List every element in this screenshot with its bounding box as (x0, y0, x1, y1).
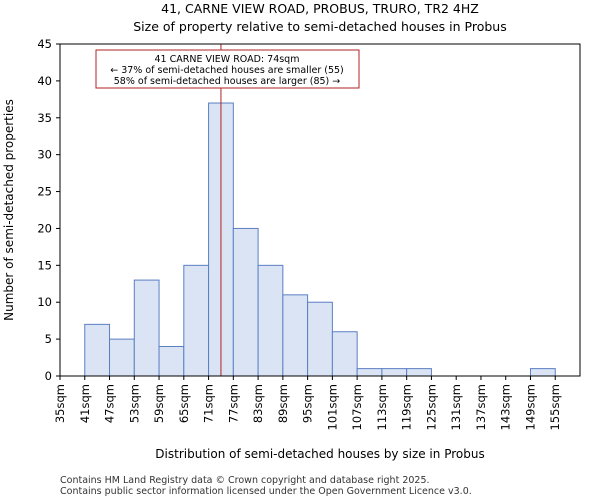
bar-41sqm (84, 323, 111, 377)
annotation-box: 41 CARNE VIEW ROAD: 74sqm ← 37% of semi-… (95, 49, 360, 89)
y-axis: 0 5 10 15 20 25 30 35 40 45 (37, 37, 60, 383)
y-tick-label: 35 (37, 111, 52, 125)
annotation-border (95, 49, 360, 89)
x-tick-label: 113sqm (375, 384, 389, 430)
x-tick-label: 47sqm (103, 384, 117, 423)
bar-113sqm (381, 368, 408, 377)
chart-subtitle: Size of property relative to semi-detach… (133, 19, 506, 34)
y-axis-label: Number of semi-detached properties (2, 99, 16, 321)
x-tick-label: 59sqm (152, 384, 166, 423)
bar-101sqm (331, 331, 358, 377)
y-tick-label: 30 (37, 148, 52, 162)
y-tick-label: 0 (45, 369, 52, 383)
bar-53sqm (133, 279, 160, 377)
annotation-line-3: 58% of semi-detached houses are larger (… (114, 76, 341, 87)
bar-95sqm (307, 301, 333, 377)
bar-149sqm (529, 368, 556, 377)
annotation-line-2: ← 37% of semi-detached houses are smalle… (110, 65, 344, 76)
plot-frame (59, 43, 581, 377)
footer-line-2: Contains public sector information licen… (60, 486, 472, 497)
chart-title: 41, CARNE VIEW ROAD, PROBUS, TRURO, TR2 … (161, 1, 479, 16)
x-tick-label: 131sqm (449, 384, 463, 430)
x-tick-label: 53sqm (127, 384, 141, 423)
y-tick-label: 15 (37, 258, 52, 272)
y-tick-label: 20 (37, 221, 52, 235)
x-tick-label: 137sqm (474, 384, 488, 430)
x-tick-label: 35sqm (53, 384, 67, 423)
x-tick-label: 155sqm (548, 384, 562, 430)
bar-59sqm (158, 345, 185, 377)
y-tick-label: 40 (37, 74, 52, 88)
y-tick-label: 10 (37, 295, 52, 309)
bar-77sqm (232, 227, 259, 377)
x-tick-label: 143sqm (499, 384, 513, 430)
bar-83sqm (257, 264, 284, 377)
x-axis: 35sqm 41sqm 47sqm 53sqm 59sqm 65sqm 71sqm 77sqm… (53, 376, 562, 430)
bar-89sqm (282, 294, 309, 377)
bar-47sqm (109, 338, 135, 377)
x-tick-label: 125sqm (424, 384, 438, 430)
y-tick-label: 45 (37, 37, 52, 51)
x-tick-label: 119sqm (400, 384, 414, 430)
x-tick-label: 77sqm (226, 384, 240, 423)
x-tick-label: 107sqm (350, 384, 364, 430)
bar-119sqm (406, 368, 432, 377)
annotation-line-1: 41 CARNE VIEW ROAD: 74sqm (155, 54, 300, 65)
y-tick-label: 25 (37, 185, 52, 199)
x-tick-label: 89sqm (276, 384, 290, 423)
bars-group (84, 102, 556, 377)
x-tick-label: 95sqm (301, 384, 315, 423)
x-tick-label: 83sqm (251, 384, 265, 423)
x-tick-label: 101sqm (325, 384, 339, 430)
x-tick-label: 41sqm (78, 384, 92, 423)
y-tick-label: 5 (45, 332, 52, 346)
bar-65sqm (183, 264, 210, 377)
x-tick-label: 149sqm (523, 384, 537, 430)
bar-107sqm (356, 368, 383, 377)
x-tick-label: 65sqm (177, 384, 191, 423)
footer-line-1: Contains HM Land Registry data © Crown c… (60, 475, 430, 486)
x-tick-label: 71sqm (202, 384, 216, 423)
x-axis-label: Distribution of semi-detached houses by … (155, 447, 484, 461)
